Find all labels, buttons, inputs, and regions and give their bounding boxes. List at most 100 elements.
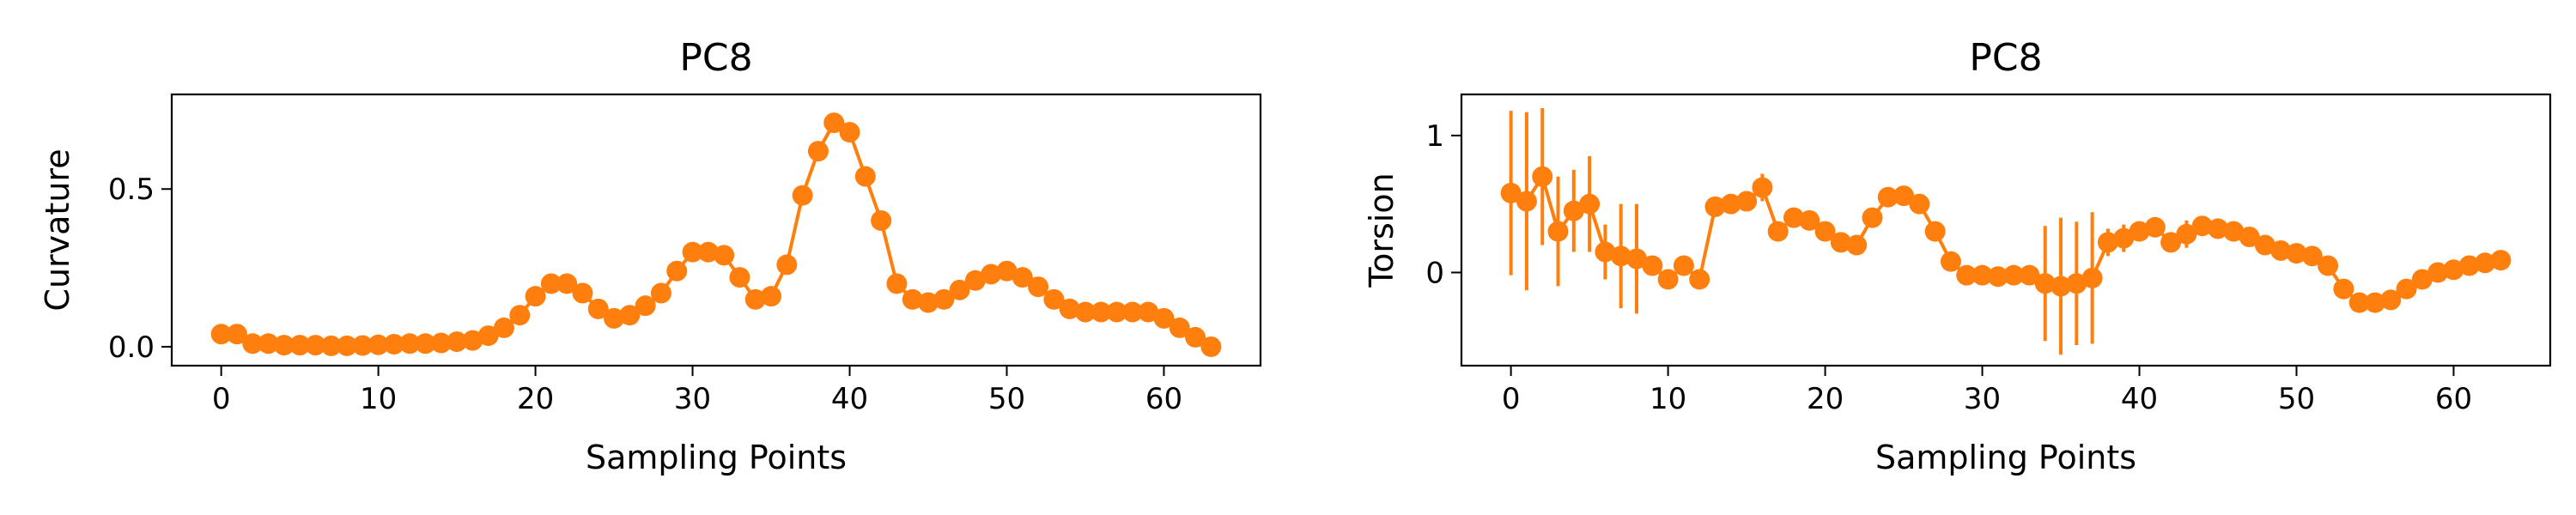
torsion-point-14 [1720, 193, 1741, 215]
curvature-point-36 [776, 254, 798, 276]
curvature-point-13 [415, 333, 436, 354]
torsion-point-57 [2396, 278, 2417, 300]
torsion-point-18 [1783, 207, 1804, 228]
curvature-point-29 [666, 260, 688, 282]
curvature-point-46 [933, 288, 955, 310]
curvature-point-6 [305, 335, 326, 356]
torsion-point-53 [2333, 278, 2354, 300]
torsion-point-13 [1704, 196, 1726, 217]
curvature-point-52 [1028, 276, 1049, 298]
torsion-point-49 [2270, 239, 2292, 261]
torsion-x-tick-label-40: 40 [2121, 382, 2158, 416]
torsion-x-axis-label: Sampling Points [1875, 439, 2136, 476]
torsion-point-12 [1689, 269, 1710, 290]
curvature-point-44 [902, 288, 923, 310]
torsion-point-34 [2034, 273, 2056, 294]
curvature-x-tick-label-20: 20 [517, 382, 554, 416]
torsion-x-tick-label-50: 50 [2278, 382, 2315, 416]
torsion-chart-title: PC8 [1969, 36, 2042, 80]
curvature-point-14 [430, 332, 452, 354]
torsion-point-55 [2364, 292, 2385, 313]
torsion-point-27 [1924, 221, 1946, 242]
curvature-point-51 [1012, 267, 1033, 288]
torsion-point-15 [1736, 191, 1758, 212]
torsion-point-9 [1642, 255, 1663, 276]
torsion-point-62 [2475, 252, 2496, 274]
torsion-point-63 [2490, 250, 2512, 271]
curvature-point-45 [918, 292, 939, 313]
curvature-point-2 [242, 333, 264, 354]
torsion-point-46 [2223, 221, 2245, 242]
torsion-point-21 [1830, 232, 1851, 253]
curvature-point-47 [949, 279, 970, 300]
torsion-point-7 [1610, 245, 1631, 267]
curvature-chart-title: PC8 [679, 36, 752, 80]
torsion-point-38 [2097, 232, 2118, 253]
curvature-point-24 [587, 298, 609, 319]
torsion-point-56 [2380, 289, 2402, 311]
torsion-point-26 [1909, 193, 1930, 215]
curvature-x-tick-label-10: 10 [360, 382, 397, 416]
curvature-point-8 [337, 335, 358, 356]
curvature-point-10 [368, 334, 389, 355]
torsion-point-42 [2160, 232, 2182, 253]
curvature-point-62 [1185, 326, 1206, 348]
torsion-point-6 [1595, 241, 1616, 263]
curvature-point-17 [477, 325, 499, 347]
curvature-point-63 [1200, 336, 1222, 357]
torsion-point-5 [1579, 193, 1601, 215]
curvature-y-axis-label: Curvature [39, 148, 76, 311]
curvature-point-58 [1121, 301, 1143, 323]
torsion-x-tick-label-30: 30 [1964, 382, 2001, 416]
torsion-point-54 [2348, 292, 2370, 313]
torsion-point-28 [1940, 251, 1961, 272]
torsion-point-23 [1862, 207, 1883, 228]
torsion-point-32 [2003, 264, 2025, 286]
torsion-x-tick-label-60: 60 [2435, 382, 2472, 416]
torsion-point-16 [1752, 177, 1773, 198]
torsion-point-4 [1563, 200, 1584, 221]
curvature-point-28 [650, 282, 671, 304]
curvature-point-55 [1074, 301, 1096, 323]
curvature-point-53 [1043, 288, 1065, 310]
torsion-point-2 [1532, 166, 1553, 187]
curvature-y-ticks: 0.0 0.5 [108, 173, 172, 365]
curvature-point-5 [289, 335, 311, 356]
torsion-point-8 [1626, 248, 1648, 270]
curvature-point-15 [447, 331, 468, 353]
torsion-point-0 [1500, 182, 1522, 203]
torsion-point-25 [1893, 185, 1915, 207]
torsion-point-40 [2129, 221, 2150, 242]
torsion-y-tick-label-0: 0 [1425, 256, 1444, 290]
torsion-x-tick-label-10: 10 [1649, 382, 1686, 416]
curvature-point-4 [273, 335, 295, 356]
torsion-plot-frame [1460, 93, 2552, 367]
curvature-point-37 [792, 185, 813, 206]
torsion-point-51 [2301, 245, 2323, 267]
curvature-point-9 [352, 335, 374, 356]
curvature-point-23 [572, 282, 593, 304]
torsion-point-22 [1846, 234, 1868, 256]
curvature-x-tick-label-60: 60 [1145, 382, 1182, 416]
curvature-point-60 [1153, 307, 1175, 329]
curvature-point-20 [525, 286, 546, 307]
curvature-point-18 [493, 317, 514, 338]
curvature-point-26 [619, 305, 641, 326]
curvature-point-49 [981, 264, 1002, 285]
torsion-point-20 [1814, 221, 1836, 242]
torsion-point-41 [2144, 216, 2166, 238]
torsion-point-52 [2318, 255, 2339, 276]
curvature-point-54 [1059, 298, 1080, 319]
curvature-point-59 [1138, 301, 1159, 323]
torsion-point-39 [2113, 227, 2135, 249]
torsion-point-59 [2427, 262, 2449, 283]
torsion-point-36 [2066, 273, 2087, 294]
curvature-x-tick-label-0: 0 [212, 382, 231, 416]
torsion-x-tick-label-20: 20 [1807, 382, 1844, 416]
curvature-point-16 [462, 330, 483, 351]
curvature-point-57 [1106, 301, 1127, 323]
torsion-point-43 [2176, 223, 2197, 245]
curvature-point-25 [604, 307, 625, 329]
